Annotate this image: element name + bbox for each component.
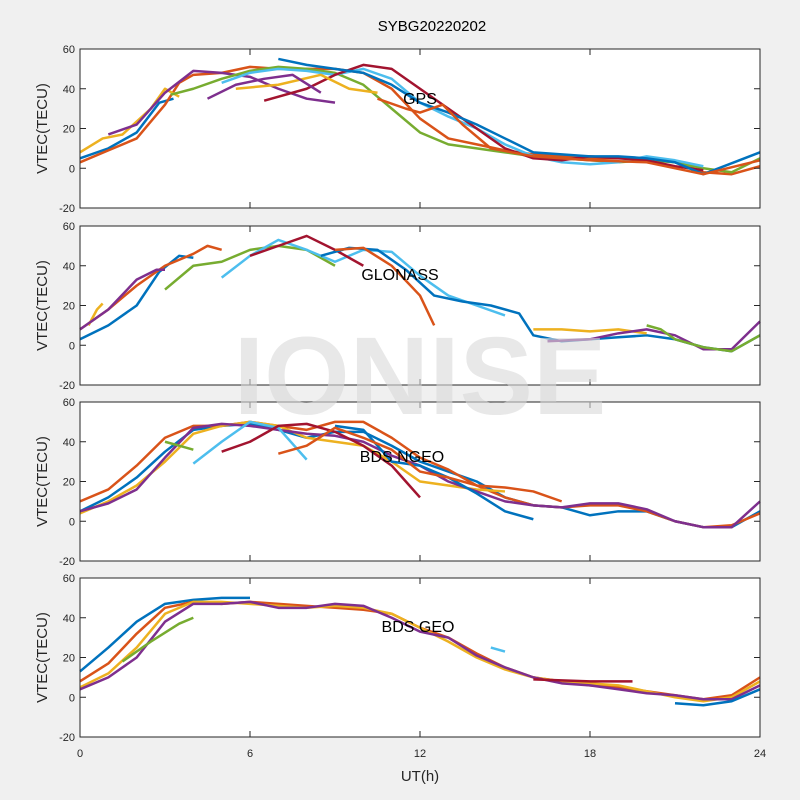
y-tick-label: 60: [63, 397, 75, 409]
series-line: [192, 420, 308, 465]
y-tick-label: -20: [59, 732, 75, 744]
panel-2: 60 40 20 0 -20 VTEC(TECU) BDS NGEO: [34, 397, 761, 568]
plot-area: [80, 49, 760, 208]
y-axis-label: VTEC(TECU): [34, 83, 51, 174]
y-tick-label: 0: [69, 163, 75, 175]
series-line: [277, 426, 563, 503]
y-axis-label: VTEC(TECU): [34, 612, 51, 703]
y-axis-label: VTEC(TECU): [34, 260, 51, 351]
panel-label: GLONASS: [361, 267, 438, 284]
y-tick-label: 40: [63, 261, 75, 273]
y-tick-label: 0: [69, 516, 75, 528]
series-line: [646, 324, 761, 353]
y-tick-label: 0: [69, 692, 75, 704]
y-tick-label: 20: [63, 301, 75, 313]
series-line: [164, 440, 194, 451]
x-tick-label: 6: [247, 748, 253, 760]
series-line: [79, 268, 165, 331]
watermark: IONISE: [234, 315, 607, 438]
y-axis-label: VTEC(TECU): [34, 436, 51, 527]
series-line: [547, 320, 761, 351]
y-tick-label: 40: [63, 437, 75, 449]
y-tick-label: 20: [63, 477, 75, 489]
x-tick-label: 18: [584, 748, 596, 760]
series-line: [674, 688, 761, 707]
series-line: [334, 424, 534, 521]
series-line: [221, 422, 421, 499]
y-tick-label: 0: [69, 340, 75, 352]
series-line: [334, 246, 436, 326]
series-line: [249, 234, 364, 267]
series-line: [377, 97, 761, 176]
y-tick-label: 60: [63, 573, 75, 585]
x-axis-label: UT(h): [401, 768, 439, 785]
series-line: [121, 616, 194, 663]
y-tick-label: 20: [63, 124, 75, 136]
panel-0: 60 40 20 0 -20 VTEC(TECU) GPS: [34, 44, 761, 215]
y-tick-label: 60: [63, 44, 75, 56]
x-tick-label: 12: [414, 748, 426, 760]
series-line: [206, 73, 322, 100]
y-tick-label: 60: [63, 221, 75, 233]
chart-title: SYBG20220202: [378, 18, 486, 35]
y-tick-label: -20: [59, 203, 75, 215]
y-tick-label: 20: [63, 653, 75, 665]
y-tick-label: 40: [63, 613, 75, 625]
series-line: [235, 73, 378, 94]
series-line: [79, 596, 250, 673]
series-line: [533, 678, 633, 683]
series-line: [79, 420, 761, 529]
x-tick-label: 0: [77, 748, 83, 760]
panel-label: GPS: [403, 91, 437, 108]
series-line: [79, 254, 194, 341]
series-line: [533, 328, 647, 335]
panel-1: 60 40 20 0 -20 VTEC(TECU) GLONASS: [34, 221, 761, 392]
y-tick-label: -20: [59, 556, 75, 568]
series-line: [490, 646, 506, 653]
panel-label: BDS NGEO: [360, 449, 444, 466]
series-line: [79, 600, 761, 701]
panel-label: BDS GEO: [382, 619, 455, 636]
y-tick-label: 40: [63, 84, 75, 96]
y-tick-label: -20: [59, 380, 75, 392]
series-line: [278, 57, 761, 176]
series-line: [79, 97, 174, 160]
series-line: [79, 600, 761, 703]
x-tick-label: 24: [754, 748, 766, 760]
series-line: [107, 69, 336, 136]
